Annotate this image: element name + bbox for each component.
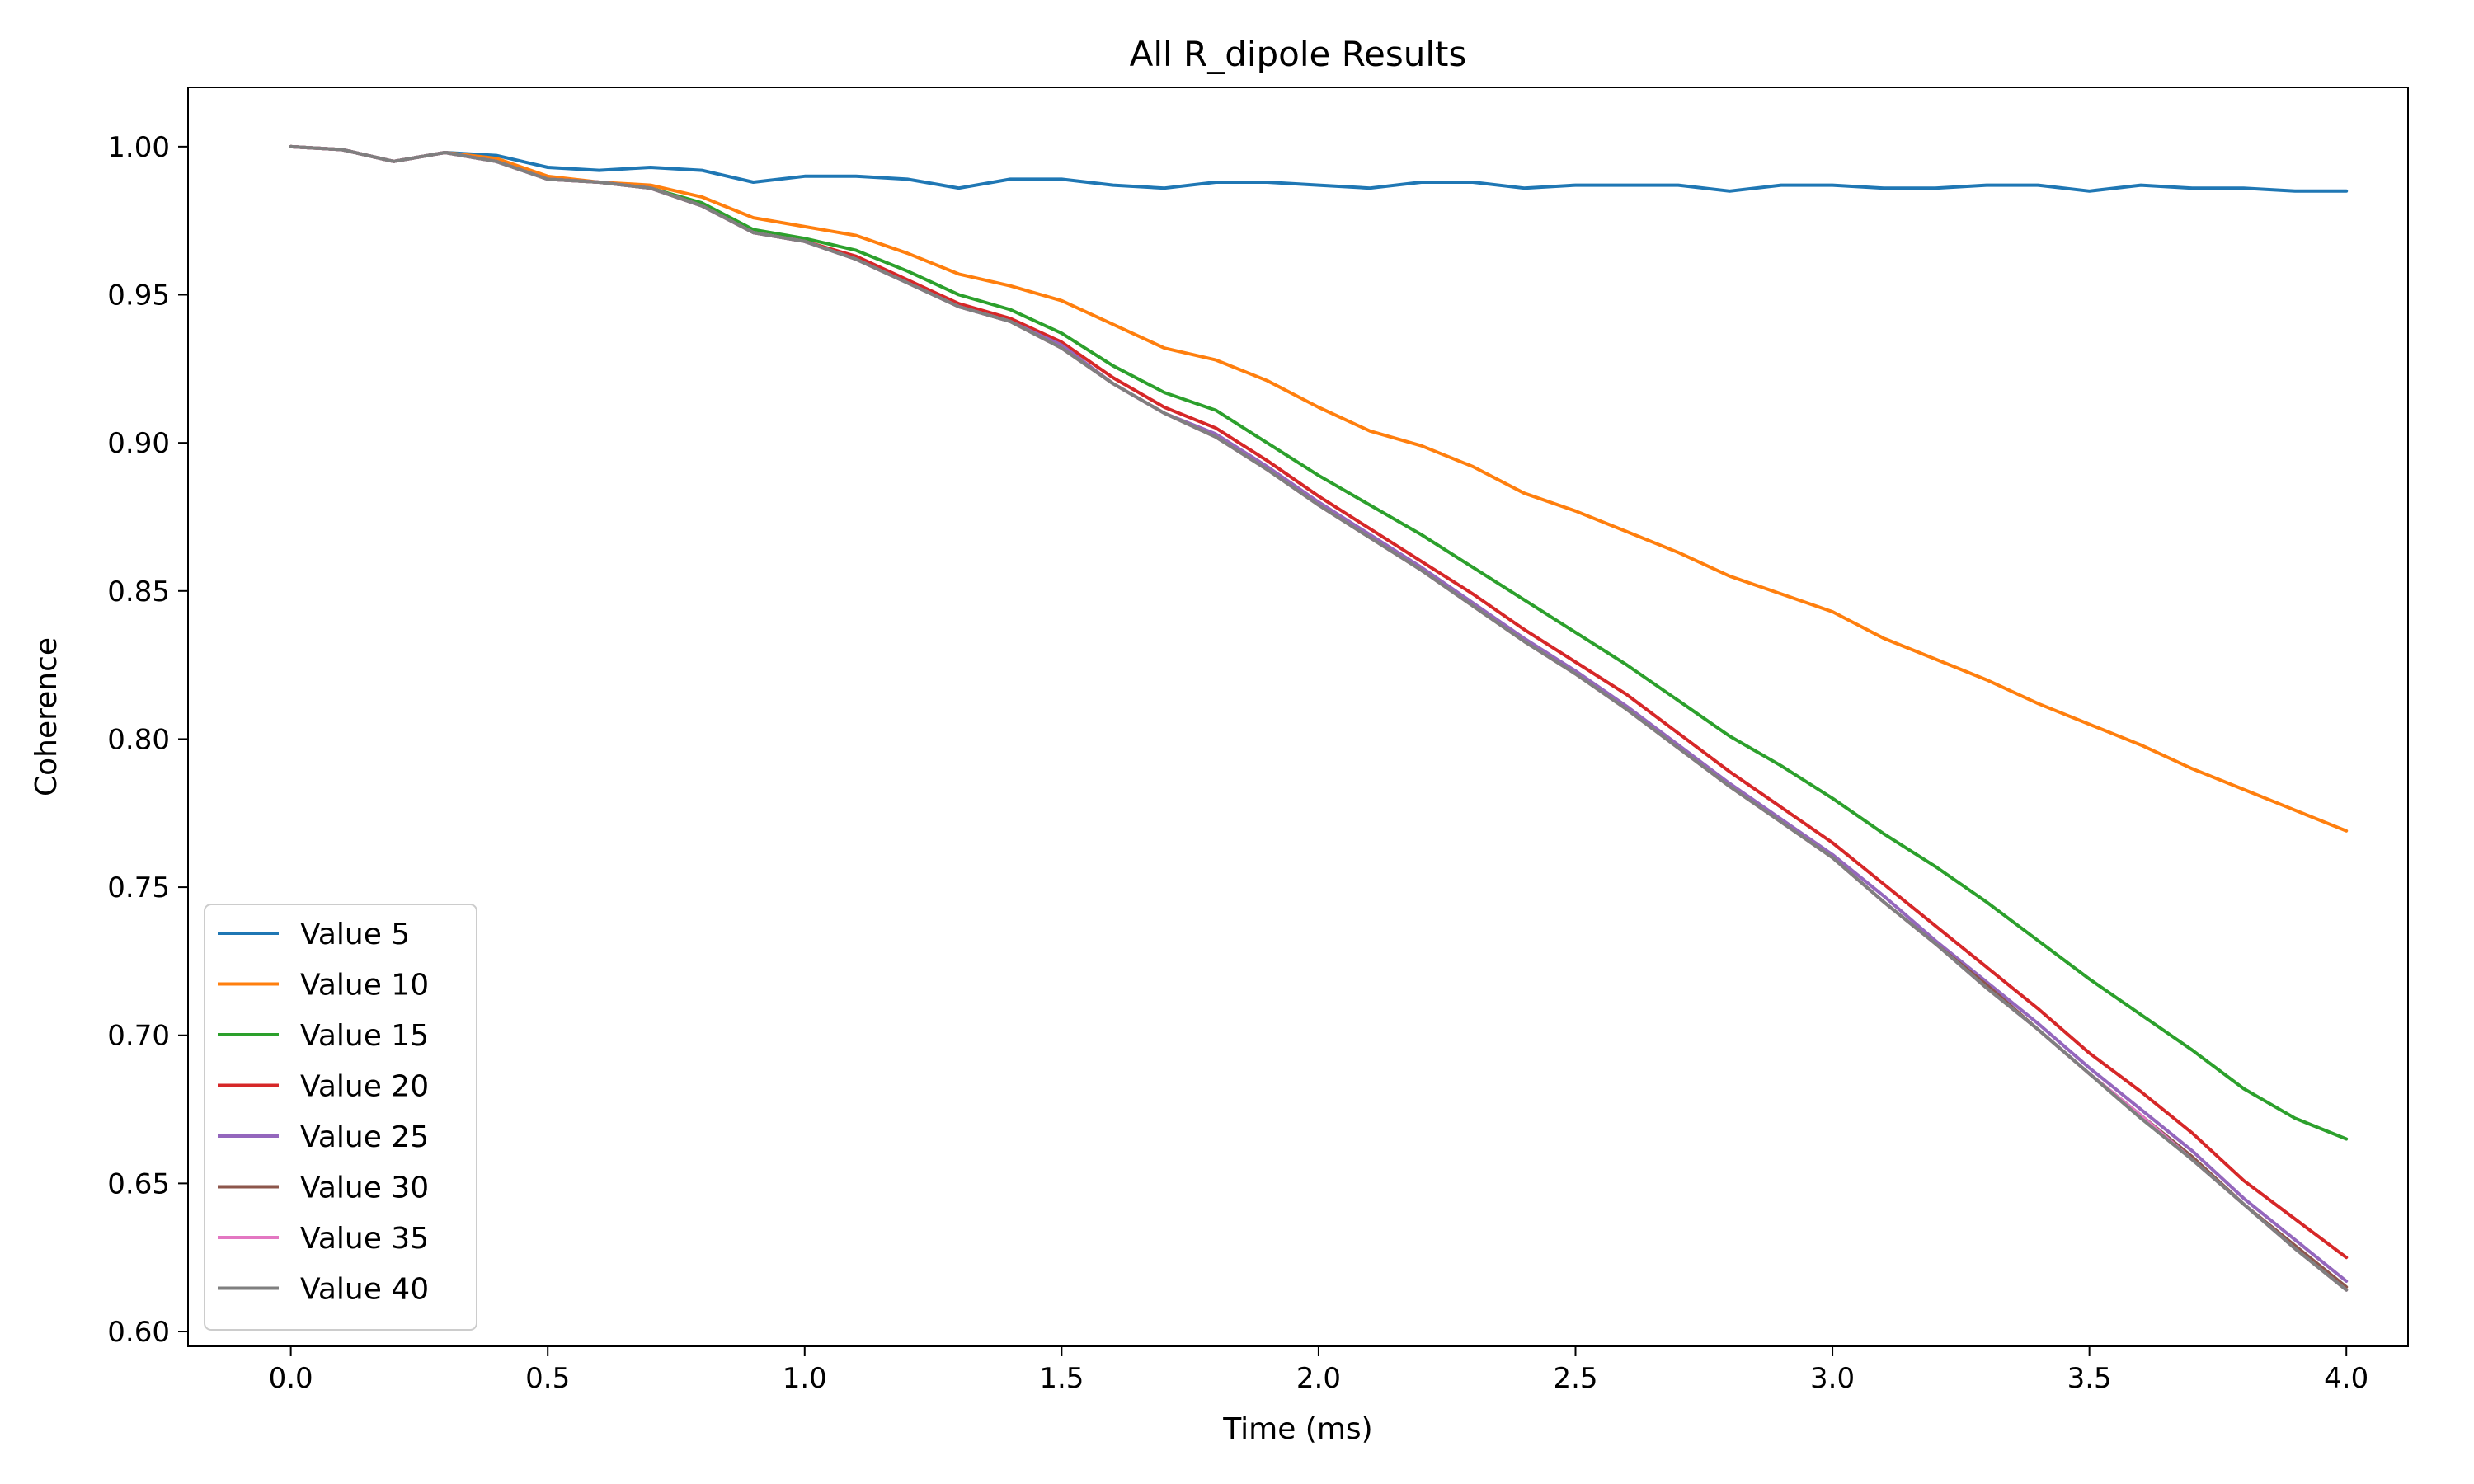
x-tick-label: 1.0 bbox=[783, 1362, 827, 1395]
chart-title: All R_dipole Results bbox=[1130, 34, 1467, 74]
legend-label: Value 5 bbox=[300, 918, 410, 951]
legend-label: Value 20 bbox=[300, 1070, 429, 1104]
legend-label: Value 25 bbox=[300, 1120, 429, 1154]
x-tick-label: 0.5 bbox=[525, 1362, 570, 1395]
legend-box bbox=[204, 904, 477, 1331]
x-axis: 0.0 0.5 1.0 1.5 2.0 2.5 3.0 3.5 4.0 bbox=[269, 1346, 2368, 1395]
plot-frame bbox=[187, 87, 2409, 1347]
y-tick-label: 1.00 bbox=[107, 131, 170, 164]
x-tick-label: 1.5 bbox=[1039, 1362, 1084, 1395]
y-tick-label: 0.75 bbox=[107, 871, 170, 904]
x-tick-label: 3.0 bbox=[1810, 1362, 1855, 1395]
legend-label: Value 40 bbox=[300, 1273, 429, 1307]
legend-label: Value 10 bbox=[300, 969, 429, 1003]
x-tick-label: 0.0 bbox=[269, 1362, 313, 1395]
legend-label: Value 15 bbox=[300, 1019, 429, 1053]
y-tick-label: 0.85 bbox=[107, 575, 170, 608]
y-axis-label: Coherence bbox=[30, 637, 63, 796]
x-tick-label: 2.5 bbox=[1553, 1362, 1597, 1395]
legend: Value 5 Value 10 Value 15 Value 20 Value 25 V… bbox=[204, 904, 477, 1331]
y-tick-label: 0.65 bbox=[107, 1167, 170, 1200]
y-axis: 0.60 0.65 0.70 0.75 0.80 0.85 0.90 0.95 1.00 bbox=[107, 131, 188, 1349]
x-axis-label: Time (ms) bbox=[1222, 1412, 1372, 1446]
y-tick-label: 0.80 bbox=[107, 723, 170, 756]
y-tick-label: 0.70 bbox=[107, 1020, 170, 1053]
y-tick-label: 0.90 bbox=[107, 427, 170, 460]
x-tick-label: 3.5 bbox=[2067, 1362, 2112, 1395]
x-tick-label: 2.0 bbox=[1296, 1362, 1341, 1395]
series-layer bbox=[289, 144, 2349, 1292]
series-line-value-10 bbox=[289, 144, 2349, 833]
legend-label: Value 30 bbox=[300, 1172, 429, 1205]
y-tick-label: 0.95 bbox=[107, 279, 170, 312]
legend-label: Value 35 bbox=[300, 1222, 429, 1256]
y-tick-label: 0.60 bbox=[107, 1316, 170, 1349]
x-tick-label: 4.0 bbox=[2324, 1362, 2368, 1395]
series-line-value-40 bbox=[289, 144, 2349, 1292]
series-line-value-5 bbox=[289, 144, 2349, 193]
